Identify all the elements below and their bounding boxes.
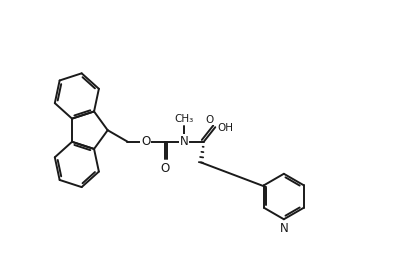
Text: N: N <box>279 222 288 235</box>
Text: N: N <box>180 135 188 148</box>
Text: OH: OH <box>217 123 233 133</box>
Text: CH₃: CH₃ <box>174 114 194 124</box>
Text: O: O <box>161 162 170 175</box>
Text: O: O <box>141 135 150 148</box>
Text: O: O <box>205 114 213 125</box>
